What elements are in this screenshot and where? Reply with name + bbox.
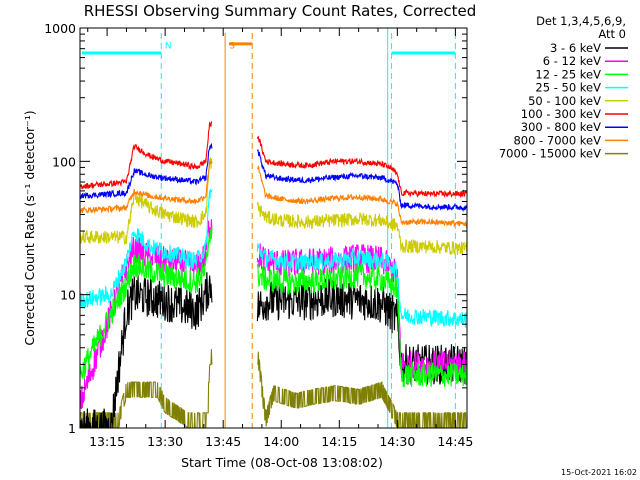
series-line xyxy=(79,157,213,246)
x-axis: 13:15 13:30 13:45 14:00 14:15 14:30 14:45 xyxy=(87,28,473,449)
y-tick-label: 100 xyxy=(52,154,76,169)
legend-label: 100 - 300 keV xyxy=(521,107,601,121)
legend-header-line-1: Det 1,3,4,5,6,9, xyxy=(536,14,626,28)
x-axis-label: Start Time (08-Oct-08 13:08:02) xyxy=(181,455,383,470)
y-axis: 1 10 100 1000 xyxy=(44,21,467,436)
x-tick-label: 14:30 xyxy=(379,434,415,449)
series-line xyxy=(256,148,468,213)
footer-stamp: 15-Oct-2021 16:02 xyxy=(561,468,637,477)
chart-title: RHESSI Observing Summary Count Rates, Co… xyxy=(84,2,477,20)
series-line xyxy=(79,226,213,380)
legend-label: 50 - 100 keV xyxy=(528,94,601,108)
legend-label: 25 - 50 keV xyxy=(535,81,601,95)
plot-frame xyxy=(79,27,468,429)
series-line xyxy=(79,160,213,214)
series-line xyxy=(256,201,468,256)
y-tick-label: 1000 xyxy=(44,21,76,36)
x-tick-label: 13:45 xyxy=(205,434,241,449)
series-line xyxy=(79,189,213,309)
x-tick-label: 14:00 xyxy=(263,434,299,449)
series-line xyxy=(256,136,468,199)
y-tick-label: 10 xyxy=(60,288,76,303)
legend-label: 800 - 7000 keV xyxy=(513,133,601,147)
legend-label: 3 - 6 keV xyxy=(550,41,601,55)
legend-label: 6 - 12 keV xyxy=(543,54,601,68)
legend-header-line-2: Att 0 xyxy=(598,27,626,41)
series-line xyxy=(79,142,213,200)
legend-label: 7000 - 15000 keV xyxy=(499,147,601,161)
legend-label: 12 - 25 keV xyxy=(535,67,601,81)
legend-label: 300 - 800 keV xyxy=(521,120,601,134)
series-layer xyxy=(79,120,468,429)
x-tick-label: 13:15 xyxy=(89,434,125,449)
y-axis-label: Corrected Count Rate (s⁻¹ detector⁻¹) xyxy=(22,110,37,345)
annotation-label: S xyxy=(229,42,235,52)
series-line xyxy=(79,120,213,190)
series-line xyxy=(256,165,468,229)
x-tick-label: 14:45 xyxy=(437,434,473,449)
x-tick-label: 14:15 xyxy=(321,434,357,449)
series-line xyxy=(256,262,468,388)
series-line xyxy=(256,243,468,328)
annotation-label: N xyxy=(165,42,172,52)
x-tick-label: 13:30 xyxy=(147,434,183,449)
y-tick-label: 1 xyxy=(68,421,76,436)
